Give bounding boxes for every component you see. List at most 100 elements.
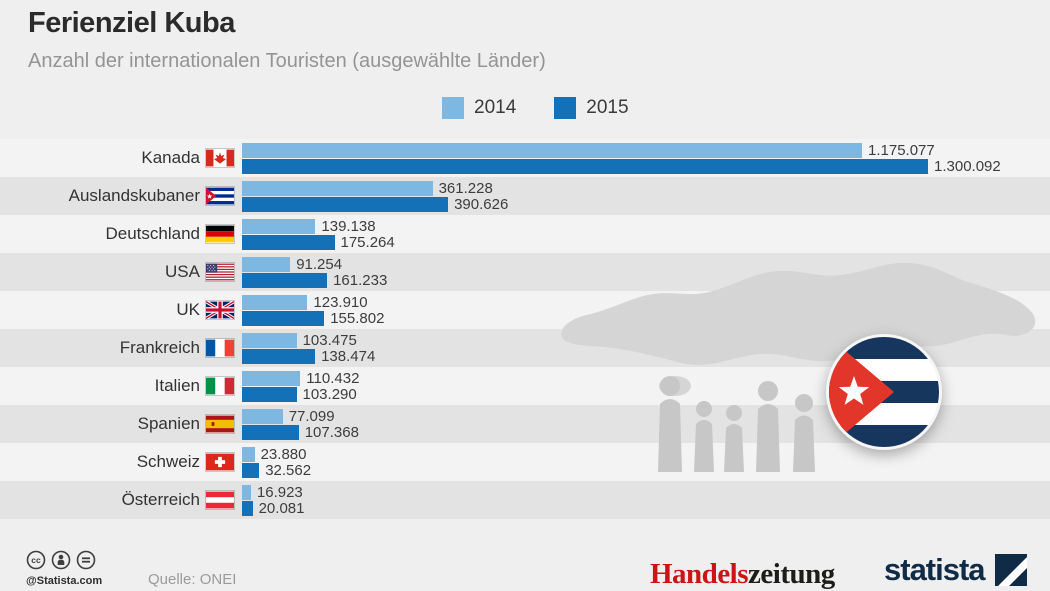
cc-icon: cc bbox=[26, 550, 46, 570]
legend-label-2014: 2014 bbox=[474, 97, 517, 118]
bar-2015 bbox=[242, 196, 449, 212]
bar-value-2015: 1.300.092 bbox=[934, 157, 1001, 175]
bar-value-2014: 361.228 bbox=[438, 179, 493, 197]
country-label: Deutschland bbox=[105, 224, 200, 243]
bar-line-2014: 77.099 bbox=[242, 407, 1050, 425]
flag-germany-icon bbox=[206, 225, 234, 243]
bar-value-2015: 390.626 bbox=[454, 195, 509, 213]
statista-logo-icon bbox=[994, 554, 1027, 586]
bar-line-2015: 1.300.092 bbox=[242, 157, 1050, 175]
bar-2014 bbox=[242, 446, 255, 462]
handelszeitung-logo: Handelszeitung bbox=[650, 558, 835, 591]
bar-2014 bbox=[242, 218, 316, 234]
handelszeitung-logo-black: zeitung bbox=[748, 558, 835, 590]
chart-row-austria: Österreich 16.923 20.081 bbox=[0, 481, 1050, 519]
handelszeitung-logo-red: Handels bbox=[650, 558, 749, 590]
bar-value-2014: 16.923 bbox=[256, 483, 303, 501]
bar-2014 bbox=[242, 142, 862, 158]
chart-row-canada: Kanada 1.175.077 1.300.092 bbox=[0, 139, 1050, 177]
legend-label-2015: 2015 bbox=[586, 97, 629, 118]
bar-group: 103.475 138.474 bbox=[242, 331, 1050, 365]
flag-cuba-icon bbox=[206, 187, 234, 205]
attribution-person-icon bbox=[51, 550, 71, 570]
bar-line-2014: 110.432 bbox=[242, 369, 1050, 387]
bar-value-2015: 138.474 bbox=[321, 347, 376, 365]
bar-value-2014: 103.475 bbox=[302, 331, 357, 349]
chart-row-germany: Deutschland 139.138 175.264 bbox=[0, 215, 1050, 253]
bar-group: 123.910 155.802 bbox=[242, 293, 1050, 327]
bar-2014 bbox=[242, 294, 308, 310]
flag-france-icon bbox=[206, 339, 234, 357]
bar-value-2014: 77.099 bbox=[288, 407, 335, 425]
bar-line-2014: 361.228 bbox=[242, 179, 1050, 197]
bar-line-2015: 155.802 bbox=[242, 309, 1050, 327]
bar-2014 bbox=[242, 180, 433, 196]
country-label: Österreich bbox=[121, 490, 200, 509]
bar-value-2014: 110.432 bbox=[306, 369, 360, 387]
bar-line-2015: 32.562 bbox=[242, 461, 1050, 479]
bar-line-2014: 139.138 bbox=[242, 217, 1050, 235]
statista-attribution: @Statista.com bbox=[26, 575, 103, 587]
bar-line-2015: 161.233 bbox=[242, 271, 1050, 289]
bar-line-2015: 103.290 bbox=[242, 386, 1050, 402]
legend-item-2014: 2014 bbox=[442, 97, 516, 119]
svg-text:cc: cc bbox=[31, 555, 41, 565]
bar-line-2015: 175.264 bbox=[242, 233, 1050, 251]
license-icons: cc bbox=[26, 550, 96, 570]
country-label: Schweiz bbox=[136, 452, 200, 471]
bar-value-2014: 139.138 bbox=[321, 217, 376, 235]
statista-logo: statista bbox=[884, 552, 1027, 588]
bar-value-2014: 23.880 bbox=[260, 445, 307, 463]
bar-2014 bbox=[242, 484, 251, 500]
bar-line-2014: 91.254 bbox=[242, 255, 1050, 273]
bar-2014 bbox=[242, 408, 283, 424]
bar-group: 91.254 161.233 bbox=[242, 255, 1050, 289]
bar-2015 bbox=[242, 386, 297, 402]
bar-2015 bbox=[242, 272, 328, 288]
bar-line-2014: 103.475 bbox=[242, 331, 1050, 349]
bar-2015 bbox=[242, 158, 928, 174]
source-label: Quelle: ONEI bbox=[148, 571, 237, 588]
bar-line-2015: 138.474 bbox=[242, 347, 1050, 365]
country-label: USA bbox=[165, 262, 200, 281]
bar-group: 139.138 175.264 bbox=[242, 217, 1050, 251]
legend: 2014 2015 bbox=[442, 97, 667, 119]
bar-value-2015: 175.264 bbox=[340, 233, 395, 251]
flag-austria-icon bbox=[206, 491, 234, 509]
bar-value-2014: 1.175.077 bbox=[868, 141, 935, 159]
country-label: Italien bbox=[154, 376, 200, 395]
chart-row-cuba: Auslandskubaner 361.228 390.626 bbox=[0, 177, 1050, 215]
country-label: Kanada bbox=[141, 148, 200, 167]
bar-2014 bbox=[242, 256, 291, 272]
bar-value-2015: 20.081 bbox=[258, 499, 305, 517]
flag-italy-icon bbox=[206, 377, 234, 395]
flag-switzerland-icon bbox=[206, 453, 234, 471]
bar-value-2015: 155.802 bbox=[330, 309, 385, 327]
page-subtitle: Anzahl der internationalen Touristen (au… bbox=[28, 50, 546, 72]
bar-2015 bbox=[242, 424, 299, 440]
statista-logo-text: statista bbox=[884, 552, 986, 587]
country-label: Auslandskubaner bbox=[68, 186, 200, 205]
bar-value-2015: 161.233 bbox=[333, 271, 388, 289]
page-title: Ferienziel Kuba bbox=[28, 7, 235, 39]
bar-value-2015: 107.368 bbox=[304, 423, 359, 441]
bar-value-2014: 91.254 bbox=[296, 255, 343, 273]
legend-swatch-2014 bbox=[442, 97, 464, 119]
bar-group: 77.099 107.368 bbox=[242, 407, 1050, 441]
bar-line-2014: 123.910 bbox=[242, 293, 1050, 311]
bar-group: 23.880 32.562 bbox=[242, 445, 1050, 479]
bar-line-2015: 390.626 bbox=[242, 195, 1050, 213]
bar-2014 bbox=[242, 370, 301, 386]
bar-group: 16.923 20.081 bbox=[242, 483, 1050, 517]
bar-value-2014: 123.910 bbox=[313, 293, 368, 311]
bar-2015 bbox=[242, 348, 316, 364]
flag-spain-icon bbox=[206, 415, 234, 433]
bar-line-2015: 107.368 bbox=[242, 423, 1050, 441]
country-label: UK bbox=[176, 300, 200, 319]
country-label: Frankreich bbox=[119, 338, 200, 357]
bar-2015 bbox=[242, 234, 335, 250]
bar-value-2015: 32.562 bbox=[265, 461, 312, 479]
bar-line-2014: 16.923 bbox=[242, 483, 1050, 501]
bar-group: 361.228 390.626 bbox=[242, 179, 1050, 213]
